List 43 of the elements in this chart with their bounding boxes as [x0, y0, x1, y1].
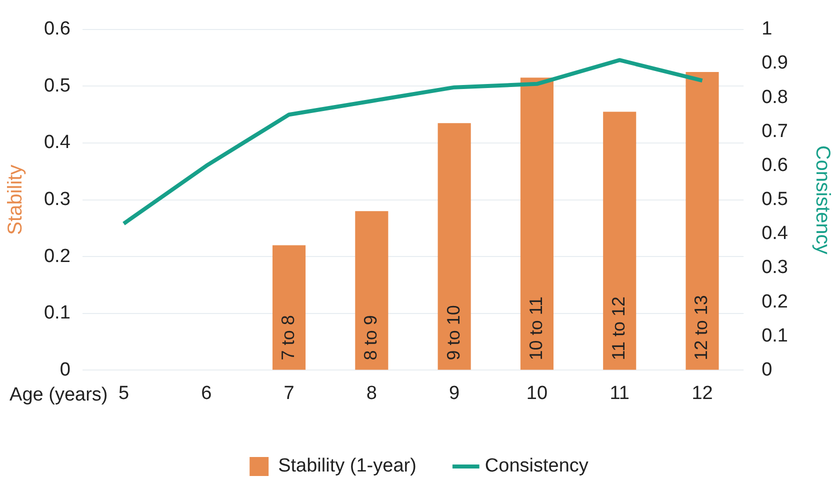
y-axis-title: Stability: [4, 164, 27, 235]
bar: [520, 78, 554, 370]
bar: [438, 123, 471, 370]
y2-tick-label: 0.7: [762, 120, 788, 142]
y2-tick-label: 0.5: [762, 189, 788, 210]
y2-tick-label: 0.8: [762, 86, 788, 108]
bar: [272, 245, 306, 370]
y2-tick-label: 1: [762, 18, 772, 40]
annotation: 12 to 13: [691, 295, 712, 360]
annotation: 10 to 11: [526, 296, 546, 360]
bar: [355, 211, 388, 370]
y-tick-label: 0: [60, 359, 70, 380]
x-axis-title: Age (years): [10, 384, 108, 406]
y2-tick-label: 0.4: [762, 223, 788, 244]
x-tick-label: 9: [449, 382, 460, 404]
y-tick-label: 0.5: [44, 75, 70, 96]
annotation: 7 to 8: [278, 315, 298, 360]
annotation: 11 to 12: [608, 296, 629, 360]
y-tick-label: 0.3: [44, 189, 70, 210]
y-tick-label: 0.2: [44, 246, 70, 267]
annotation: 9 to 10: [443, 305, 464, 360]
x-tick-label: 7: [284, 382, 294, 404]
y2-tick-label: 0.1: [762, 325, 788, 346]
annotation: 8 to 9: [360, 315, 381, 360]
y2-tick-label: 0.6: [762, 154, 788, 176]
y2-tick-label: 0.2: [762, 291, 788, 312]
legend-label: Consistency: [484, 456, 589, 477]
x-tick-label: 12: [692, 382, 713, 404]
x-tick-label: 10: [526, 382, 548, 404]
bar: [603, 112, 636, 370]
legend-label: Stability (1-year): [278, 456, 416, 477]
y2-tick-label: 0: [762, 359, 772, 380]
y-tick-label: 0.6: [44, 18, 70, 40]
x-tick-label: 8: [366, 382, 377, 404]
bar: [686, 72, 719, 370]
y2-tick-label: 0.9: [762, 52, 788, 74]
x-tick-label: 6: [201, 382, 212, 404]
x-tick-label: 5: [118, 382, 130, 404]
x-tick-label: 11: [610, 382, 630, 404]
y2-axis-title: Consistency: [811, 145, 834, 254]
y2-tick-label: 0.3: [762, 257, 788, 278]
y-tick-label: 0.4: [44, 132, 71, 154]
y-tick-label: 0.1: [44, 302, 70, 324]
